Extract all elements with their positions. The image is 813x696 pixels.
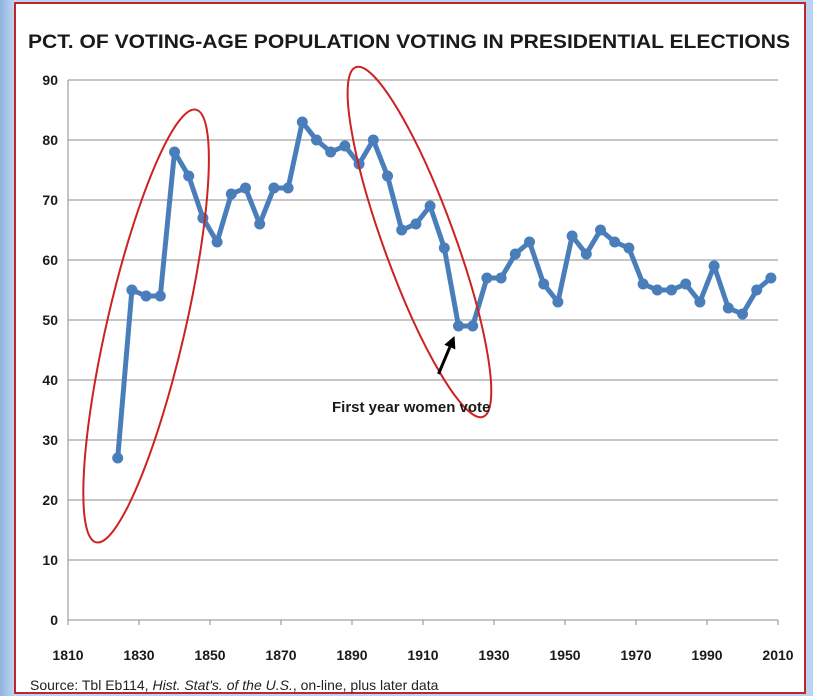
source-title: Hist. Stat's. of the U.S. [152,677,292,693]
annotation-arrow-head [444,336,456,350]
x-tick-label: 1830 [123,647,154,663]
axes [67,80,779,625]
chart-frame [14,2,806,694]
slide-edge [0,0,16,696]
data-point [424,200,436,212]
data-point [595,224,606,236]
y-tick-label: 30 [42,432,58,448]
data-point [609,236,621,248]
data-point [524,236,535,248]
chart-title: PCT. OF VOTING-AGE POPULATION VOTING IN … [28,32,790,53]
data-point [651,284,663,296]
data-point [722,302,734,314]
data-point [112,452,124,464]
data-point [396,224,408,236]
y-tick-label: 50 [42,312,58,328]
x-tick-label: 1870 [265,647,296,663]
highlight-ellipse [82,108,210,544]
data-point [623,242,635,254]
data-point [154,290,166,302]
series-group [112,116,777,464]
x-tick-label: 1850 [194,647,225,663]
x-tick-label: 1910 [407,647,438,663]
y-tick-label: 40 [42,372,58,388]
data-point [183,170,195,182]
data-point [495,272,507,284]
data-point [580,248,592,260]
data-point [737,308,748,320]
y-tick-label: 10 [42,552,58,568]
x-tick-label: 1810 [52,647,83,663]
data-point [680,278,692,290]
x-tick-label: 2010 [762,647,793,663]
data-point [751,284,763,296]
data-point [666,284,677,296]
data-point [410,218,422,230]
y-tick-label: 60 [42,252,58,268]
data-point [254,218,266,230]
x-tick-label: 1990 [691,647,722,663]
data-point [694,296,706,308]
data-point [311,134,322,146]
data-point [268,182,280,194]
data-point [538,278,550,290]
source-suffix: , on-line, plus later data [293,677,439,693]
data-point [637,278,649,290]
data-point [325,146,337,158]
annotation-label: First year women vote [332,399,490,416]
data-point [708,260,720,272]
data-point [765,272,777,284]
data-point [438,242,450,254]
y-tick-label: 70 [42,192,58,208]
data-point [126,284,138,296]
data-point [296,116,308,128]
data-point [197,212,209,224]
highlight-ellipse [346,65,493,419]
x-tick-label: 1890 [336,647,367,663]
data-point [240,182,251,194]
data-point [140,290,152,302]
data-point [552,296,564,308]
annotation-group: First year women vote [332,336,490,416]
data-point [169,146,180,158]
data-point [509,248,521,260]
data-point [211,236,223,248]
data-point [467,320,479,332]
highlight-ellipses [82,65,493,544]
gridlines [68,79,778,561]
y-tick-label: 80 [42,132,58,148]
data-point [382,170,393,182]
x-tick-label: 1930 [478,647,509,663]
y-tick-label: 0 [50,612,58,628]
x-tick-labels: 1810 1830 1850 1870 1890 1910 1930 1950 1970 1990… [52,647,793,663]
source-prefix: Source: Tbl Eb114, [30,677,152,693]
annotation-arrow [437,346,452,375]
source-note: Source: Tbl Eb114, Hist. Stat's. of the … [30,677,439,693]
data-point [225,188,237,200]
data-point [367,134,379,146]
y-tick-labels: 0 10 20 30 40 50 60 70 80 90 [42,72,58,628]
y-tick-label: 90 [42,72,58,88]
data-point [481,272,493,284]
x-tick-label: 1950 [549,647,580,663]
y-tick-label: 20 [42,492,58,508]
data-point [339,140,351,152]
x-tick-label: 1970 [620,647,651,663]
data-point [566,230,578,242]
data-point [453,320,464,332]
data-point [282,182,294,194]
